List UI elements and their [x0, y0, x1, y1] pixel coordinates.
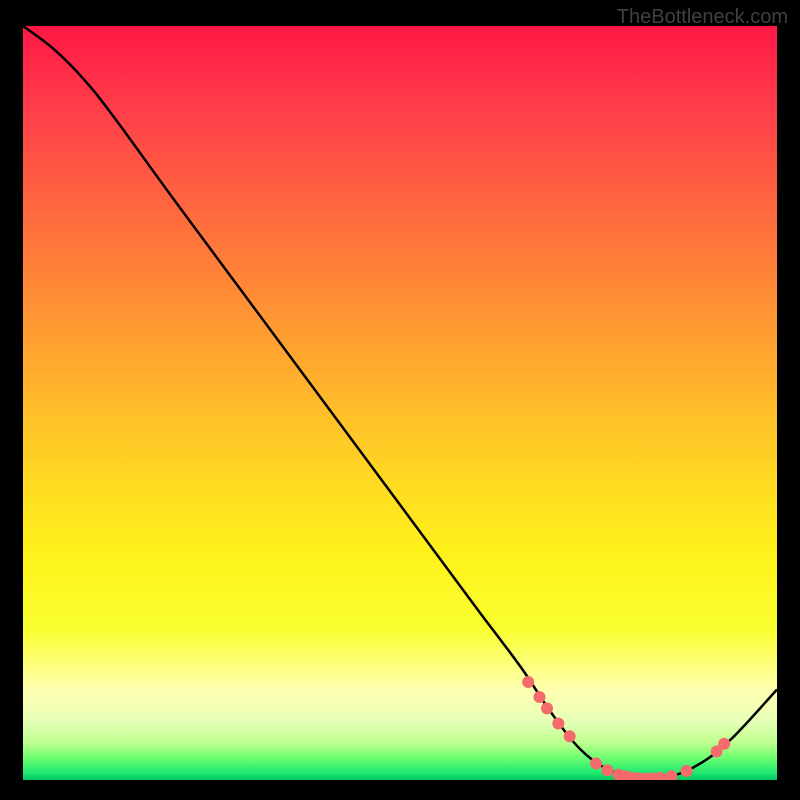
chart-container	[23, 26, 777, 780]
data-marker	[522, 676, 534, 688]
data-marker	[533, 691, 545, 703]
data-marker	[654, 772, 666, 780]
data-marker	[681, 765, 693, 777]
data-marker	[601, 764, 613, 776]
data-marker	[665, 770, 677, 780]
watermark-text: TheBottleneck.com	[617, 6, 788, 29]
data-marker	[541, 702, 553, 714]
bottleneck-curve	[23, 26, 777, 779]
chart-svg-layer	[23, 26, 777, 780]
data-marker	[718, 738, 730, 750]
data-marker	[564, 730, 576, 742]
data-marker	[552, 717, 564, 729]
data-marker	[590, 757, 602, 769]
